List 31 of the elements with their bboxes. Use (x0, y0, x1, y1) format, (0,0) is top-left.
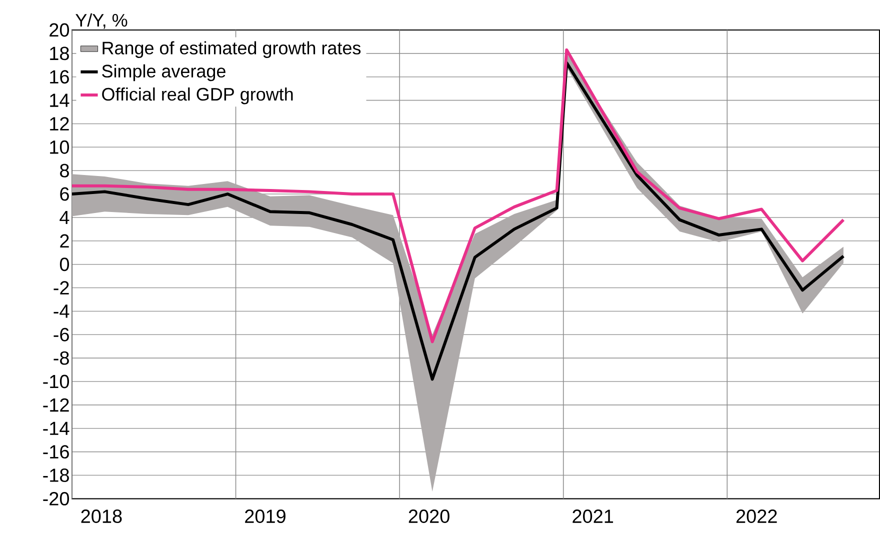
legend-label: Official real GDP growth (102, 88, 293, 104)
y-tick-label: 4 (60, 211, 70, 224)
y-tick-label: -2 (54, 281, 69, 295)
x-tick-label: 2019 (245, 510, 286, 524)
y-tick-label: -14 (43, 422, 70, 436)
y-tick-label: 20 (50, 23, 70, 37)
y-tick-label: 12 (50, 117, 69, 131)
y-tick-label: -8 (54, 352, 69, 365)
x-tick-label: 2018 (81, 510, 122, 524)
y-tick-label: -10 (43, 374, 70, 388)
y-tick-label: 2 (60, 234, 69, 248)
legend-label: Simple average (102, 64, 226, 82)
y-tick-label: -20 (43, 492, 70, 506)
y-tick-label: 10 (50, 140, 70, 154)
x-tick-label: 2020 (408, 510, 450, 524)
x-tick-label: 2022 (736, 510, 777, 524)
y-axis-title: Y/Y, % (76, 14, 128, 29)
y-tick-label: -12 (43, 398, 69, 412)
y-tick-label: -18 (43, 468, 69, 482)
y-tick-label: -6 (54, 328, 69, 342)
y-tick-label: 6 (60, 187, 69, 201)
y-tick-label: -4 (54, 304, 70, 318)
y-tick-label: 0 (60, 258, 70, 272)
y-tick-label: 18 (50, 46, 69, 60)
x-tick-label: 2021 (572, 510, 614, 524)
y-tick-label: 16 (50, 70, 69, 84)
y-tick-label: 14 (50, 94, 70, 107)
line-series (72, 61, 845, 381)
y-tick-label: -16 (43, 445, 69, 459)
legend-label: Range of estimated growth rates (102, 41, 361, 58)
y-tick-label: 8 (60, 164, 69, 178)
